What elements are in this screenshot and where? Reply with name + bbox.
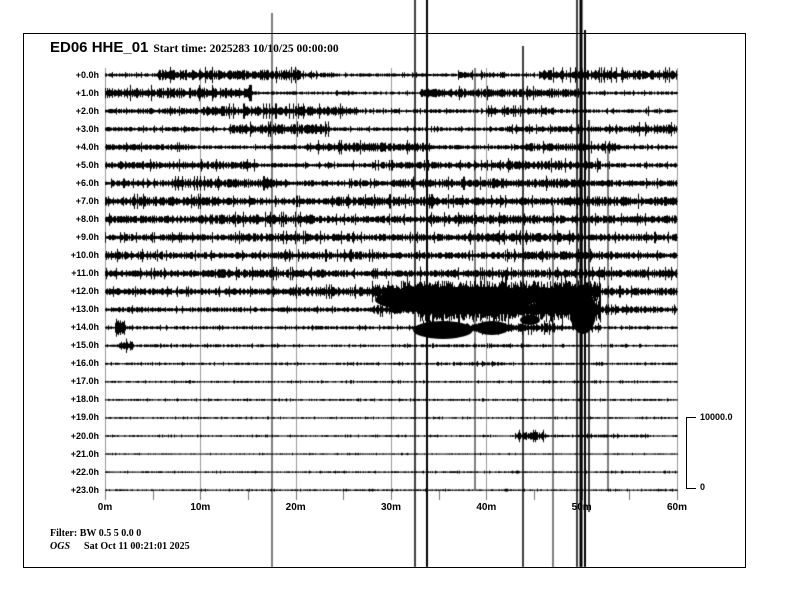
hour-label: +3.0h xyxy=(75,123,99,134)
filter-label: Filter: BW 0.5 5 0.0 0 xyxy=(50,528,142,539)
hour-label: +0.0h xyxy=(75,69,99,80)
minute-label: 20m xyxy=(285,502,306,513)
hour-label: +22.0h xyxy=(70,466,99,477)
minute-label: 0m xyxy=(97,502,113,513)
minute-label: 60m xyxy=(666,502,687,513)
agency-label: OGS xyxy=(50,541,71,552)
scale-min-label: 0 xyxy=(700,482,706,492)
hour-label: +4.0h xyxy=(75,141,99,152)
hour-label: +15.0h xyxy=(70,340,99,351)
hour-label: +20.0h xyxy=(70,430,99,441)
hour-label: +8.0h xyxy=(75,213,99,224)
hour-label: +16.0h xyxy=(70,358,99,369)
minute-label: 10m xyxy=(190,502,211,513)
footer-line: OGS Sat Oct 11 00:21:01 2025 xyxy=(50,541,190,552)
start-time-label: Start time: 2025283 10/10/25 00:00:00 xyxy=(153,43,339,55)
hour-label: +11.0h xyxy=(71,268,99,279)
scale-bracket xyxy=(686,417,696,489)
station-channel-label: ED06 HHE_01 xyxy=(50,39,149,56)
hour-label: +23.0h xyxy=(70,484,99,495)
hour-label: +19.0h xyxy=(70,412,99,423)
minute-label: 40m xyxy=(476,502,497,513)
hour-label: +5.0h xyxy=(75,159,99,170)
hour-label: +17.0h xyxy=(70,376,99,387)
hour-label: +12.0h xyxy=(70,286,99,297)
minute-label: 30m xyxy=(380,502,401,513)
minute-label: 50m xyxy=(571,502,592,513)
hour-label: +1.0h xyxy=(75,87,99,98)
generated-timestamp: Sat Oct 11 00:21:01 2025 xyxy=(84,541,190,552)
hour-label: +13.0h xyxy=(70,304,99,315)
hour-label: +14.0h xyxy=(70,322,99,333)
hour-label: +21.0h xyxy=(70,448,99,459)
hour-label: +18.0h xyxy=(70,394,99,405)
hour-label: +2.0h xyxy=(75,105,99,116)
hour-label: +10.0h xyxy=(70,250,99,260)
scale-max-label: 10000.0 xyxy=(700,412,733,422)
hour-label: +6.0h xyxy=(75,177,99,188)
hour-label: +7.0h xyxy=(75,195,99,206)
hour-label: +9.0h xyxy=(75,231,99,242)
plot-title: ED06 HHE_01 Start time: 2025283 10/10/25 … xyxy=(50,39,339,57)
